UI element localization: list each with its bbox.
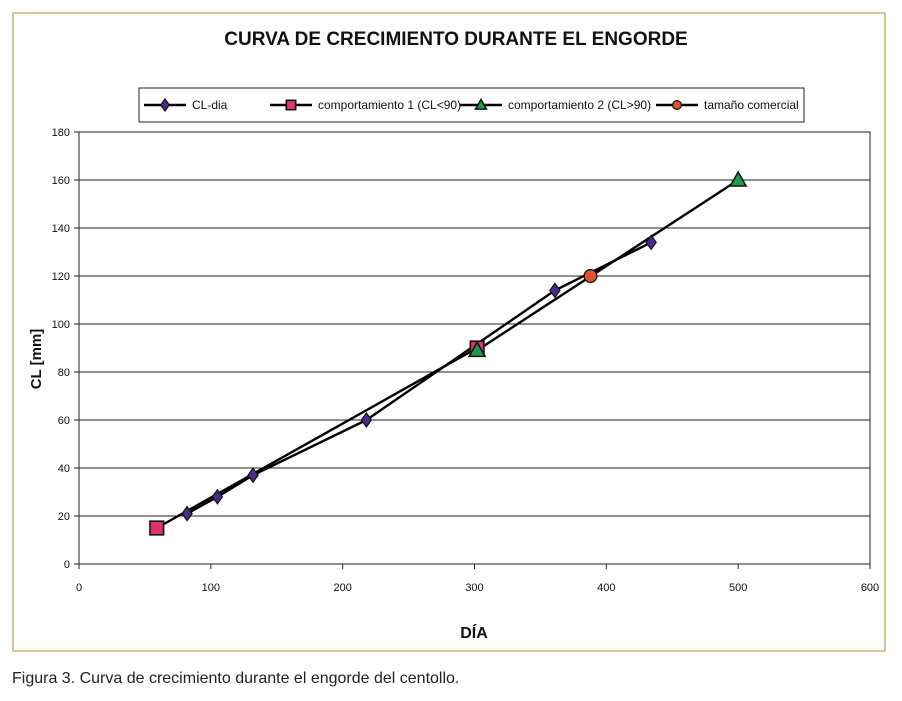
legend-marker (671, 99, 682, 110)
legend-label: comportamiento 1 (CL<90) (318, 98, 461, 112)
legend-label: CL-dia (192, 98, 228, 112)
x-axis-label: DÍA (460, 623, 488, 642)
data-point-series-1 (549, 282, 561, 299)
x-tick-label: 200 (333, 582, 351, 594)
chart-legend: CL-dia comportamiento 1 (CL<90) comportami… (138, 87, 805, 123)
chart-frame: CURVA DE CRECIMIENTO DURANTE EL ENGORDE … (12, 12, 886, 652)
x-tick-label: 500 (729, 582, 747, 594)
plot-area: 0 20 40 60 80 100 120 140 160 180 0 100 200 300 400 500… (52, 127, 880, 594)
chart-title: CURVA DE CRECIMIENTO DURANTE EL ENGORDE (224, 29, 687, 50)
x-tick-label: 0 (76, 582, 82, 594)
data-point-series-1 (645, 234, 657, 251)
y-tick-label: 100 (52, 319, 70, 331)
y-axis-label: CL [mm] (28, 329, 45, 390)
chart-svg: CURVA DE CRECIMIENTO DURANTE EL ENGORDE … (28, 29, 880, 642)
y-tick-label: 160 (52, 175, 70, 187)
series-line-2 (156, 346, 478, 530)
data-point-series-3 (467, 340, 487, 358)
y-tick-label: 140 (52, 223, 70, 235)
y-tick-label: 80 (58, 367, 70, 379)
y-tick-label: 20 (58, 511, 70, 523)
data-point-series-2 (149, 520, 165, 536)
legend-marker (159, 97, 171, 113)
y-tick-label: 0 (64, 559, 70, 571)
y-tick-label: 40 (58, 463, 70, 475)
data-point-series-1 (211, 488, 224, 505)
legend-marker (474, 97, 488, 110)
series-line-3 (476, 178, 739, 352)
y-tick-label: 60 (58, 415, 70, 427)
x-tick-label: 300 (465, 582, 483, 594)
x-tick-label: 600 (861, 582, 879, 594)
data-point-series-3 (728, 170, 748, 187)
x-tick-label: 400 (597, 582, 615, 594)
x-tick-label: 100 (202, 582, 220, 594)
legend-label: comportamiento 2 (CL>90) (508, 98, 651, 112)
figure-caption: Figura 3. Curva de crecimiento durante e… (12, 670, 460, 687)
data-point-series-4 (583, 269, 598, 284)
y-tick-label: 180 (52, 127, 70, 139)
data-point-series-1 (247, 467, 259, 484)
legend-label: tamaño comercial (704, 98, 799, 112)
legend-marker (285, 99, 297, 111)
series-line-1 (186, 241, 652, 515)
data-point-series-1 (181, 505, 193, 522)
data-point-series-1 (360, 411, 373, 429)
y-tick-label: 120 (52, 271, 70, 283)
